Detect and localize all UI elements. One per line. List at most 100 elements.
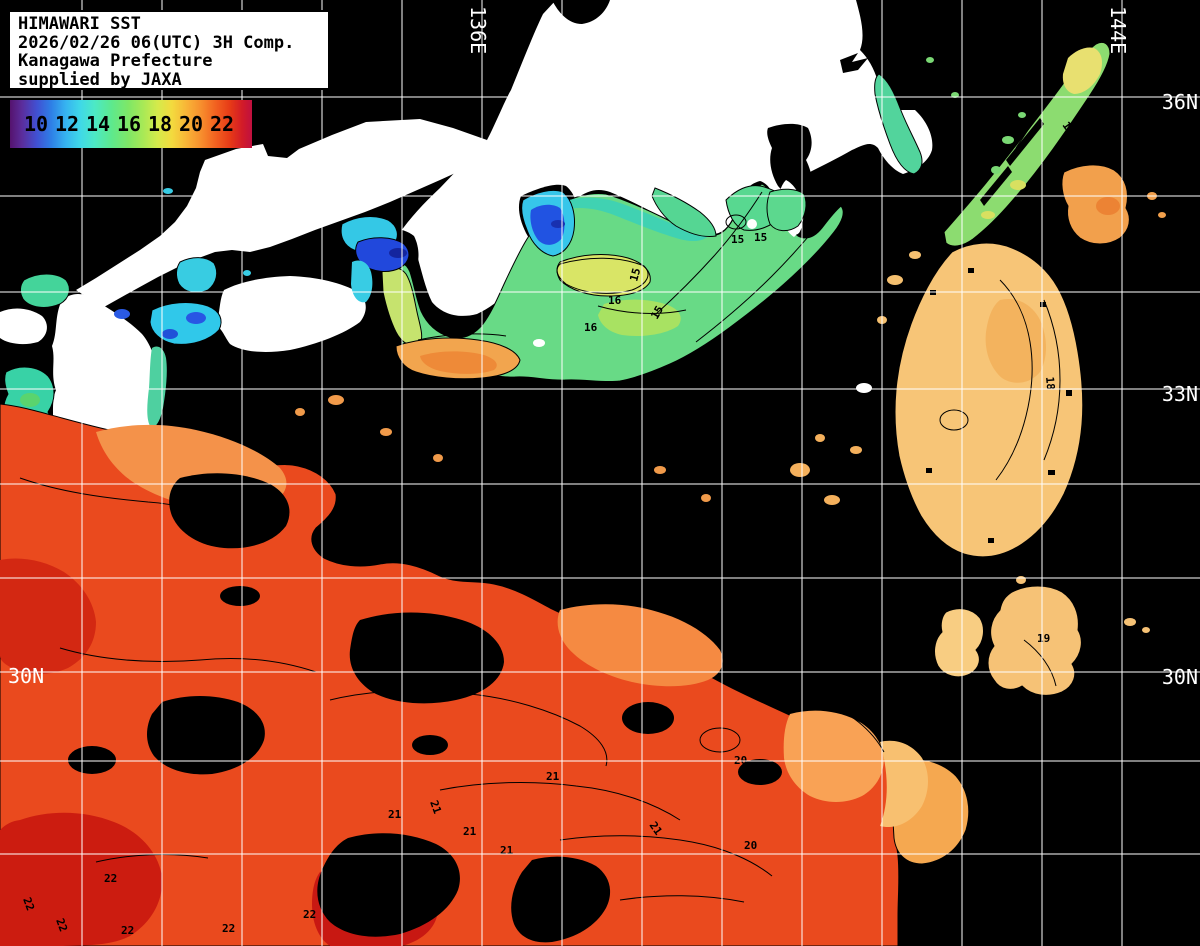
isotherm-label: 20	[744, 839, 757, 852]
colorbar-tick: 20	[178, 112, 204, 136]
sst-contour-line	[939, 409, 969, 431]
sst-ne-streak-yellow-head	[1062, 47, 1102, 94]
isotherm-label: 22	[104, 872, 117, 885]
isotherm-label: 15	[731, 233, 744, 246]
sst-green-speck-1	[1002, 136, 1014, 144]
sst-tokyobay-mouth-green	[766, 188, 807, 232]
sst-contour-line	[619, 895, 745, 903]
sst-east-orange-deep-dot	[1096, 197, 1120, 215]
sst-teal-coast-strip	[562, 197, 710, 242]
sst-contour-line	[1023, 639, 1057, 687]
isotherm-label: 21	[388, 808, 402, 821]
sst-lower-east-dot-1	[1124, 618, 1136, 626]
isotherm-label: 17	[1060, 119, 1078, 137]
sst-east-pale-deeper	[985, 298, 1046, 383]
sst-ise-blue	[530, 204, 565, 245]
cloud-hole-1	[169, 473, 290, 549]
island-west-kyushu	[0, 308, 47, 345]
pale-blob-speck-7	[926, 468, 932, 473]
island-in-green	[533, 339, 545, 347]
sst-band-dot-3	[295, 408, 305, 416]
temperature-colorbar: 10 12 14 16 18 20 22	[10, 100, 252, 148]
sst-contour-line	[19, 477, 225, 525]
sst-contour-line	[559, 835, 773, 877]
bay-tokyo-black	[767, 123, 812, 197]
sst-contour-line	[819, 699, 885, 753]
sst-contour-line	[95, 854, 209, 863]
land-chugoku	[76, 119, 487, 307]
sst-contour-line	[59, 647, 317, 673]
grid-label: 30N	[1162, 665, 1198, 689]
sst-contour-line	[417, 333, 507, 341]
sst-darkred-left-2	[0, 812, 163, 946]
sst-contour-line	[439, 782, 681, 821]
grid-label: 30N	[8, 664, 44, 688]
sst-green-speck-4	[926, 57, 934, 63]
sst-darkred-left-1	[0, 558, 96, 674]
sst-lower-east-dot-3	[1016, 576, 1026, 584]
sst-orange-right-band	[783, 710, 884, 802]
isotherm-label: 21	[546, 770, 560, 783]
sst-contour-line	[556, 257, 649, 294]
sst-suo-blue-1	[186, 312, 206, 324]
isotherm-label: 22	[20, 896, 37, 913]
sst-lower-east-dot-2	[1142, 627, 1150, 633]
sst-east-orange-right	[1061, 164, 1130, 245]
isotherm-label: 22	[303, 908, 316, 921]
coast-mark-kanto	[840, 53, 868, 73]
sst-band-dot-2	[380, 428, 392, 436]
isotherm-label: 21	[500, 844, 514, 857]
sst-ise-navy-dot	[551, 220, 565, 228]
sst-contour-line	[1043, 299, 1061, 461]
colorbar-tick: 14	[85, 112, 111, 136]
sst-east-orange-dot-2	[1158, 212, 1166, 218]
sst-harima-blue	[355, 237, 410, 272]
cloud-hole-10	[412, 735, 448, 755]
sst-band-dot-4	[433, 454, 443, 462]
cloud-hole-2	[349, 612, 504, 704]
sst-band-dot-5	[654, 466, 666, 474]
colorbar-tick: 10	[23, 112, 49, 136]
sst-boso-coast-strip	[874, 73, 923, 175]
colorbar-tick: 18	[147, 112, 173, 136]
isotherm-label: 15	[627, 267, 643, 283]
island-hachijo	[856, 383, 872, 393]
cloud-hole-6	[622, 702, 674, 734]
cloud-hole-3	[147, 696, 265, 775]
pale-blob-speck-6	[988, 538, 994, 543]
title-product: HIMAWARI SST	[18, 14, 141, 34]
island-oshima	[747, 219, 757, 229]
isotherm-label: 18	[1043, 376, 1057, 390]
isotherm-label: 22	[121, 924, 134, 937]
title-datetime: 2026/02/26 06(UTC) 3H Comp.	[18, 32, 295, 53]
grid-label: 33N	[1162, 382, 1198, 406]
cloud-hole-4	[317, 833, 460, 937]
sst-green-speck-3	[1018, 112, 1026, 118]
isotherm-label: 15	[754, 231, 767, 244]
sst-suo-blue-2	[162, 329, 178, 339]
sst-contour-line	[655, 191, 763, 315]
sst-ne-streak-yellow-2	[981, 211, 995, 219]
colorbar-tick: 22	[209, 112, 235, 136]
cloud-hole-7	[738, 759, 782, 785]
sst-mid-scatter-1	[790, 463, 810, 477]
sst-suo-blue-3	[114, 309, 130, 319]
isotherm-label: 15	[648, 304, 666, 322]
sst-kyushu-west-cyan	[20, 273, 70, 308]
sst-mid-scatter-2	[824, 495, 840, 505]
grid-label: 144E	[1106, 6, 1130, 54]
isotherm-label: 22	[222, 922, 235, 935]
sst-mid-scatter-3	[850, 446, 862, 454]
sst-ne-streak-yellow-1	[1010, 180, 1026, 190]
land-shikoku	[188, 276, 366, 352]
sst-contour-line	[695, 199, 839, 343]
sst-pale-bit-1	[887, 275, 903, 285]
isotherm-label: 16	[608, 294, 622, 307]
sst-mid-scatter-4	[815, 434, 825, 442]
isotherm-label: 21	[463, 825, 477, 838]
title-region: Kanagawa Prefecture	[18, 51, 213, 71]
sst-kyushu-green-dot	[20, 393, 40, 407]
title-box: HIMAWARI SST 2026/02/26 06(UTC) 3H Comp.…	[8, 10, 330, 90]
sst-band-dot-1	[328, 395, 344, 405]
